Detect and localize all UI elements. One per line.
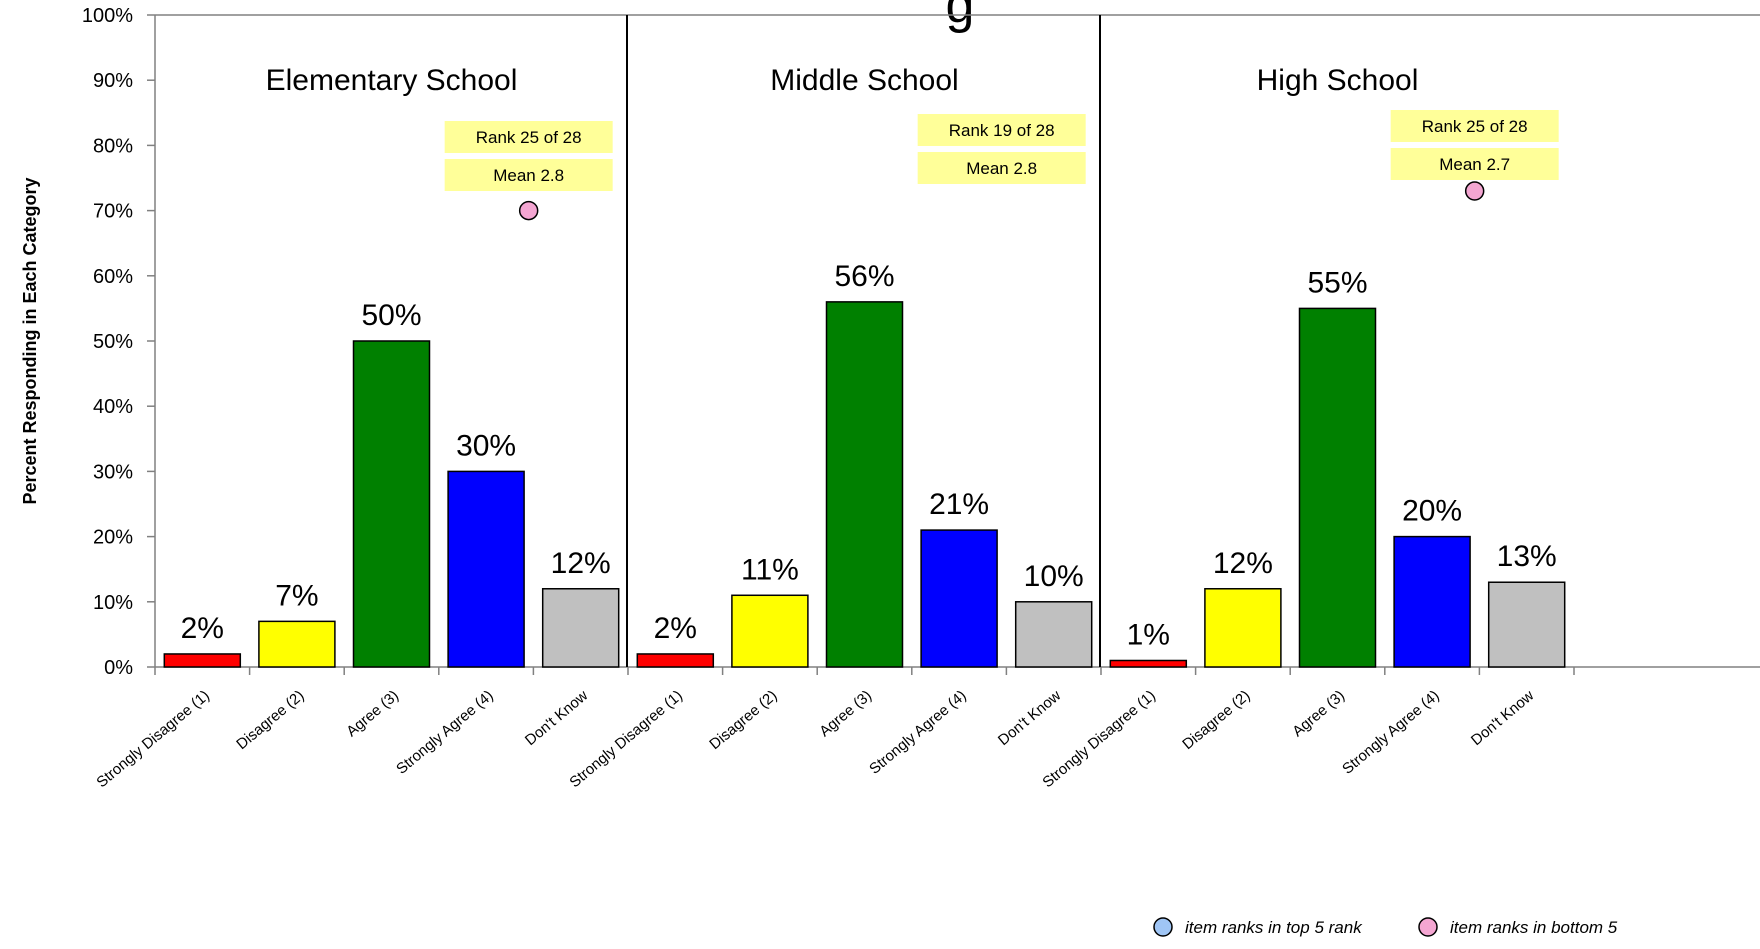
y-tick-label: 30% <box>93 461 133 483</box>
bar-value-label: 12% <box>1213 547 1273 580</box>
bar <box>1487 581 1566 668</box>
rank-text: Rank 25 of 28 <box>476 128 582 147</box>
bar-value-label: 2% <box>654 612 697 645</box>
bar-value-label: 12% <box>551 547 611 580</box>
bar <box>1298 307 1377 668</box>
bar-value-label: 50% <box>361 299 421 332</box>
bars <box>163 110 1566 668</box>
y-tick-label: 50% <box>93 331 133 353</box>
y-tick-label: 70% <box>93 201 133 223</box>
rank-text: Rank 25 of 28 <box>1422 117 1528 136</box>
bar <box>447 470 525 668</box>
bar <box>825 301 904 668</box>
bar-value-label: 7% <box>275 579 318 612</box>
y-tick-label: 20% <box>93 527 133 549</box>
y-tick-label: 80% <box>93 135 133 157</box>
x-category-label: Strongly Agree (4) <box>393 687 497 778</box>
bar-value-label: 1% <box>1127 618 1170 651</box>
bar <box>1204 588 1282 668</box>
bar-value-label: 30% <box>456 429 516 462</box>
legend-label: item ranks in top 5 rank <box>1185 918 1363 937</box>
y-tick-label: 40% <box>93 396 133 418</box>
mean-text: Mean 2.7 <box>1439 155 1510 174</box>
bar <box>1109 659 1188 668</box>
x-category-label: Don't Know <box>522 687 591 749</box>
bar <box>1014 601 1093 668</box>
x-category-label: Don't Know <box>1468 687 1537 749</box>
chart-title: g <box>946 0 975 34</box>
bar-value-label: 21% <box>929 488 989 521</box>
panel-title: Middle School <box>770 64 958 97</box>
mean-box <box>917 152 1086 184</box>
x-category-label: Strongly Disagree (1) <box>93 687 213 791</box>
x-category-label: Agree (3) <box>1289 687 1348 740</box>
rank-marker <box>1464 181 1485 201</box>
bar-value-label: 2% <box>181 612 224 645</box>
rank-marker <box>518 200 539 221</box>
y-tick-label: 90% <box>93 70 133 92</box>
bar-value-label: 55% <box>1307 266 1367 299</box>
bar-value-label: 11% <box>741 553 799 586</box>
bar <box>636 653 715 668</box>
legend-label: item ranks in bottom 5 <box>1450 918 1618 937</box>
bar-value-label: 56% <box>834 260 894 293</box>
x-category-label: Agree (3) <box>816 687 875 740</box>
mean-box <box>1390 148 1559 180</box>
bar-value-label: 20% <box>1402 495 1462 528</box>
mean-text: Mean 2.8 <box>493 166 564 185</box>
x-category-label: Disagree (2) <box>706 687 780 753</box>
panel-title: Elementary School <box>266 64 518 97</box>
bar <box>352 340 431 668</box>
bar <box>731 594 809 668</box>
bar-value-label: 13% <box>1497 540 1557 573</box>
bar <box>163 653 242 668</box>
bar <box>920 529 998 668</box>
panel-title: High School <box>1257 64 1419 97</box>
rank-box <box>917 114 1086 146</box>
y-tick-label: 100% <box>82 5 133 27</box>
x-category-label: Strongly Agree (4) <box>866 687 970 778</box>
y-tick-label: 10% <box>93 592 133 614</box>
mean-text: Mean 2.8 <box>966 159 1037 178</box>
rank-text: Rank 19 of 28 <box>949 121 1055 140</box>
x-category-label: Strongly Agree (4) <box>1339 687 1443 778</box>
rank-box <box>444 121 613 153</box>
y-axis-title: Percent Responding in Each Category <box>20 177 40 504</box>
bar-value-label: 10% <box>1024 560 1084 593</box>
y-tick-label: 60% <box>93 266 133 288</box>
bar <box>258 620 336 668</box>
x-category-label: Disagree (2) <box>233 687 307 753</box>
bar <box>541 588 620 668</box>
x-category-label: Disagree (2) <box>1179 687 1253 753</box>
legend-marker <box>1153 917 1173 937</box>
y-tick-label: 0% <box>104 657 133 679</box>
bar <box>1393 535 1471 668</box>
x-category-label: Don't Know <box>995 687 1064 749</box>
x-category-label: Agree (3) <box>343 687 402 740</box>
mean-box <box>444 159 613 191</box>
rank-box <box>1390 110 1559 142</box>
legend-marker <box>1418 917 1438 937</box>
legend: item ranks in top 5 rank item ranks in bo… <box>1153 917 1618 937</box>
